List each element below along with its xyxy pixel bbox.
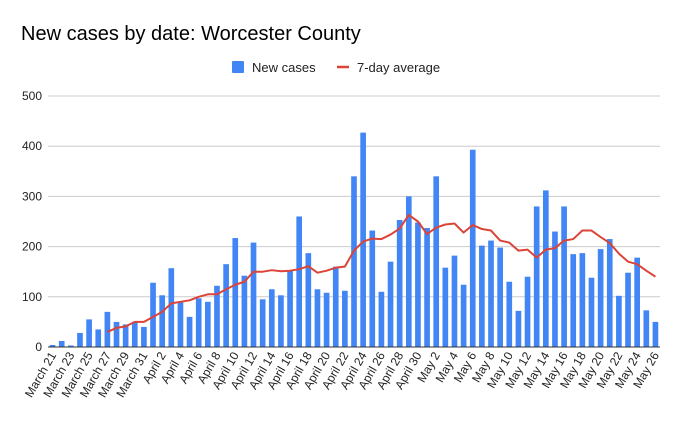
bar <box>250 242 257 347</box>
y-tick-label: 500 <box>22 89 42 103</box>
bar <box>625 272 631 347</box>
bar <box>515 310 522 347</box>
bar <box>141 326 147 347</box>
bar <box>442 267 449 347</box>
bar <box>479 245 485 347</box>
bar <box>195 298 202 347</box>
bar <box>424 228 430 347</box>
y-tick-label: 100 <box>22 290 42 304</box>
bar <box>259 299 266 347</box>
bar <box>287 270 293 347</box>
legend-label-7-day-average: 7-day average <box>357 60 440 75</box>
bar <box>433 176 440 347</box>
bar <box>606 239 613 347</box>
bar <box>113 321 120 347</box>
bar <box>552 231 558 347</box>
y-tick-label: 0 <box>35 340 42 354</box>
bar <box>643 310 650 347</box>
bar <box>104 311 111 347</box>
bar <box>49 344 56 347</box>
bar <box>561 206 567 347</box>
bar <box>469 149 476 347</box>
bar <box>524 276 531 347</box>
bar <box>314 289 321 347</box>
y-tick-label: 400 <box>22 139 42 153</box>
bar <box>570 254 577 347</box>
bar <box>415 222 421 347</box>
bar <box>159 295 166 347</box>
bar <box>214 285 220 347</box>
bar <box>542 190 549 347</box>
bar <box>588 277 595 347</box>
bar <box>95 329 102 347</box>
bar <box>68 345 74 347</box>
line-series-7-day-average <box>106 213 656 333</box>
bar <box>186 316 193 347</box>
bar <box>268 289 275 347</box>
bar <box>332 266 339 347</box>
bar <box>86 319 92 347</box>
y-tick-label: 200 <box>22 240 42 254</box>
bar <box>378 291 385 347</box>
bar <box>278 295 284 347</box>
bar <box>634 257 640 347</box>
bar <box>351 176 357 347</box>
bar <box>387 261 394 347</box>
bar <box>460 284 467 347</box>
bar <box>451 255 458 347</box>
bar <box>232 238 239 347</box>
legend: New cases 7-day average <box>232 60 440 75</box>
bar-series-new-cases <box>49 132 659 347</box>
bar <box>652 321 659 347</box>
bar <box>305 253 312 347</box>
bar <box>77 332 83 347</box>
bar <box>150 282 156 347</box>
bar <box>241 275 248 347</box>
bar <box>597 249 604 347</box>
bar <box>205 301 211 347</box>
bar <box>296 216 303 347</box>
bar <box>360 132 366 347</box>
bar <box>533 206 540 347</box>
bar <box>497 247 503 347</box>
bar <box>579 253 586 347</box>
y-tick-label: 300 <box>22 189 42 203</box>
bar <box>323 292 330 347</box>
bar <box>616 295 622 347</box>
chart-title: New cases by date: Worcester County <box>21 23 361 45</box>
bar <box>122 324 129 347</box>
bar <box>131 321 138 347</box>
bar <box>369 230 376 347</box>
bar <box>342 290 348 347</box>
legend-swatch-new-cases <box>232 61 244 73</box>
bar <box>223 264 229 347</box>
bar <box>168 268 175 347</box>
bar <box>488 240 494 347</box>
bar <box>58 340 65 347</box>
bar <box>177 301 184 347</box>
legend-label-new-cases: New cases <box>252 60 316 75</box>
y-axis-ticks: 0 100 200 300 400 500 <box>22 89 42 354</box>
bar <box>506 281 513 347</box>
bar <box>405 196 412 347</box>
bar <box>396 219 403 347</box>
